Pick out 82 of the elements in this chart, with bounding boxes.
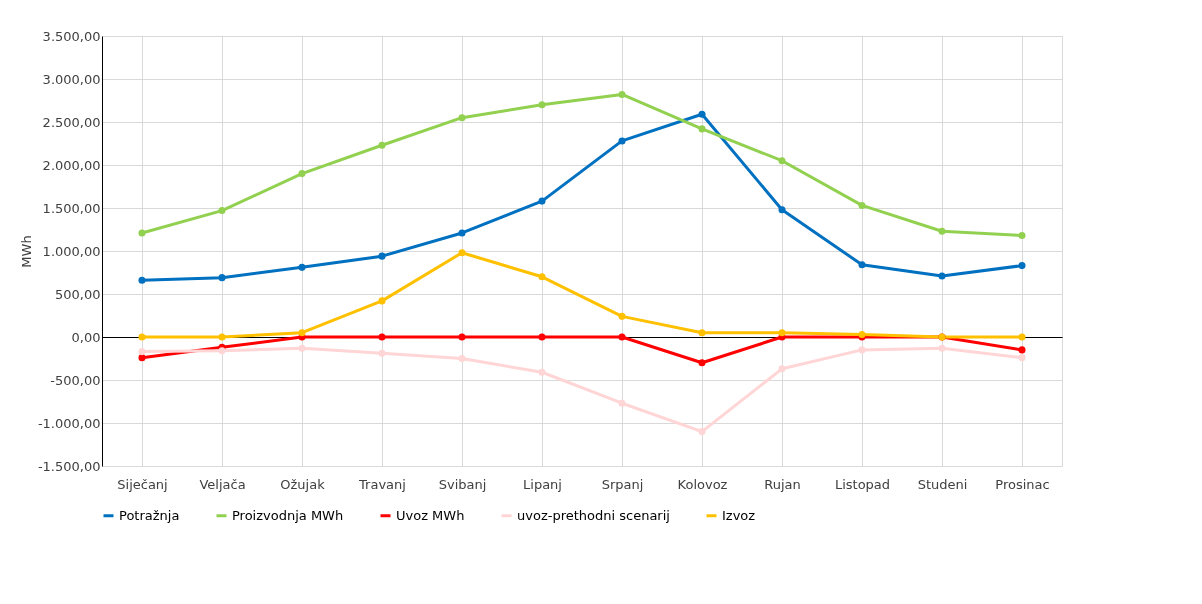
point [698,359,706,367]
point [538,197,546,205]
point [378,349,386,357]
point [1018,231,1026,240]
point [938,272,946,280]
y-tick-label: 3.500,00 [42,28,101,44]
point [138,229,146,237]
x-tick-label: Svibanj [438,476,487,492]
point [618,312,626,320]
x-tick-label: Kolovoz [677,476,728,492]
point [778,329,786,337]
x-tick-label: Srpanj [601,476,644,492]
point [218,274,226,282]
point [138,276,146,284]
x-tick-label: Studeni [917,476,968,492]
y-axis-title: MWh [18,235,34,268]
point [138,333,146,341]
point [698,428,706,436]
point [778,157,786,165]
point [138,354,146,362]
point [778,206,786,214]
point [378,297,386,305]
point [618,333,626,341]
point [1018,346,1026,354]
y-tick-label: 1.000,00 [42,243,101,259]
point [938,227,946,235]
y-tick-label: 500,00 [55,286,101,302]
point [938,344,946,352]
point [1018,354,1026,362]
legend-label: Potražnja [119,507,180,523]
legend-label: Uvoz MWh [396,507,465,523]
y-tick-label: -500,00 [50,372,101,388]
y-tick-label: 0,00 [71,329,101,345]
point [218,347,226,355]
point [538,333,546,341]
point [138,348,146,356]
point [618,90,626,99]
point [298,329,306,337]
x-tick-label: Listopad [834,476,891,492]
point [458,229,466,237]
point [1018,262,1026,270]
point [458,114,466,122]
point [618,399,626,407]
point [538,273,546,281]
point [378,333,386,341]
x-tick-label: Travanj [358,476,406,492]
point [778,365,786,373]
y-tick-label: 1.500,00 [42,200,101,216]
point [458,354,466,363]
point [858,201,866,209]
x-tick-label: Siječanj [117,476,168,492]
point [298,170,306,178]
y-tick-label: -1.500,00 [37,458,101,474]
point [1018,333,1026,341]
y-tick-label: 2.000,00 [42,157,101,173]
point [458,333,466,341]
point [378,141,386,149]
point [218,333,226,341]
point [538,101,546,109]
x-tick-label: Ožujak [280,476,326,492]
point [458,249,466,257]
legend-label: Izvoz [722,507,756,523]
point [298,263,306,271]
point [698,125,706,133]
y-tick-label: 3.000,00 [42,71,101,87]
legend-label: Proizvodnja MWh [232,507,344,523]
point [858,261,866,269]
point [858,346,866,354]
legend-label: uvoz-prethodni scenarij [517,507,670,523]
point [698,329,706,337]
x-tick-label: Rujan [764,476,801,492]
point [378,252,386,260]
point [618,137,626,145]
x-tick-label: Lipanj [523,476,562,492]
point [538,368,546,376]
point [298,344,306,352]
y-tick-label: 2.500,00 [42,114,101,130]
point [698,110,706,118]
x-tick-label: Prosinac [995,476,1050,492]
point [218,207,226,215]
x-tick-label: Veljača [199,476,246,492]
y-tick-label: -1.000,00 [37,415,101,431]
